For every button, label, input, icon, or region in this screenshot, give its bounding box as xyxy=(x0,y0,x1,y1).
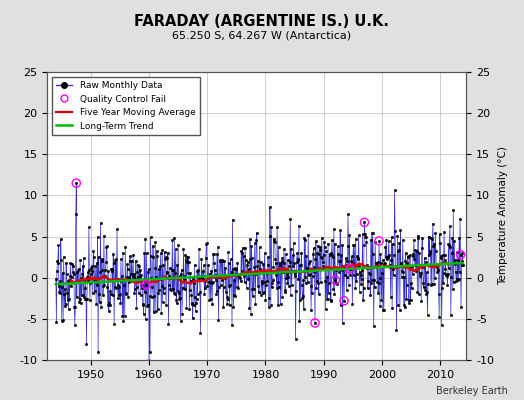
Five Year Moving Average xyxy=(414,268,421,273)
Legend: Raw Monthly Data, Quality Control Fail, Five Year Moving Average, Long-Term Tren: Raw Monthly Data, Quality Control Fail, … xyxy=(52,76,200,135)
Five Year Moving Average xyxy=(445,262,452,267)
Long-Term Trend xyxy=(256,271,263,276)
Quality Control Fail xyxy=(311,320,319,326)
Five Year Moving Average xyxy=(419,264,425,268)
Text: Berkeley Earth: Berkeley Earth xyxy=(436,386,508,396)
Quality Control Fail xyxy=(72,180,81,186)
Quality Control Fail xyxy=(340,298,348,304)
Y-axis label: Temperature Anomaly (°C): Temperature Anomaly (°C) xyxy=(498,146,508,286)
Raw Monthly Data xyxy=(281,247,287,252)
Quality Control Fail xyxy=(142,282,150,288)
Long-Term Trend xyxy=(227,273,233,278)
Raw Monthly Data xyxy=(146,362,152,366)
Quality Control Fail xyxy=(375,238,383,244)
Long-Term Trend xyxy=(282,270,288,275)
Raw Monthly Data xyxy=(283,252,289,256)
Five Year Moving Average xyxy=(440,260,446,265)
Raw Monthly Data xyxy=(157,277,163,282)
Line: Long-Term Trend: Long-Term Trend xyxy=(56,263,463,284)
Quality Control Fail xyxy=(361,219,369,226)
Quality Control Fail xyxy=(456,251,465,258)
Quality Control Fail xyxy=(145,361,153,367)
Five Year Moving Average xyxy=(133,282,139,286)
Quality Control Fail xyxy=(346,266,354,272)
Quality Control Fail xyxy=(331,277,340,283)
Five Year Moving Average xyxy=(227,274,234,279)
Long-Term Trend xyxy=(460,260,466,265)
Raw Monthly Data xyxy=(53,276,59,281)
Long-Term Trend xyxy=(53,282,59,287)
Raw Monthly Data xyxy=(228,272,234,277)
Text: 65.250 S, 64.267 W (Antarctica): 65.250 S, 64.267 W (Antarctica) xyxy=(172,30,352,40)
Raw Monthly Data xyxy=(73,181,80,186)
Line: Five Year Moving Average: Five Year Moving Average xyxy=(70,262,449,284)
Raw Monthly Data xyxy=(460,263,466,268)
Long-Term Trend xyxy=(327,268,333,272)
Five Year Moving Average xyxy=(67,278,73,283)
Five Year Moving Average xyxy=(422,263,429,268)
Raw Monthly Data xyxy=(257,267,263,272)
Five Year Moving Average xyxy=(159,276,166,281)
Long-Term Trend xyxy=(156,276,162,281)
Text: FARADAY (ARGENTINE IS.) U.K.: FARADAY (ARGENTINE IS.) U.K. xyxy=(135,14,389,29)
Five Year Moving Average xyxy=(168,276,174,280)
Line: Raw Monthly Data: Raw Monthly Data xyxy=(54,182,464,365)
Raw Monthly Data xyxy=(328,299,334,304)
Long-Term Trend xyxy=(280,270,286,275)
